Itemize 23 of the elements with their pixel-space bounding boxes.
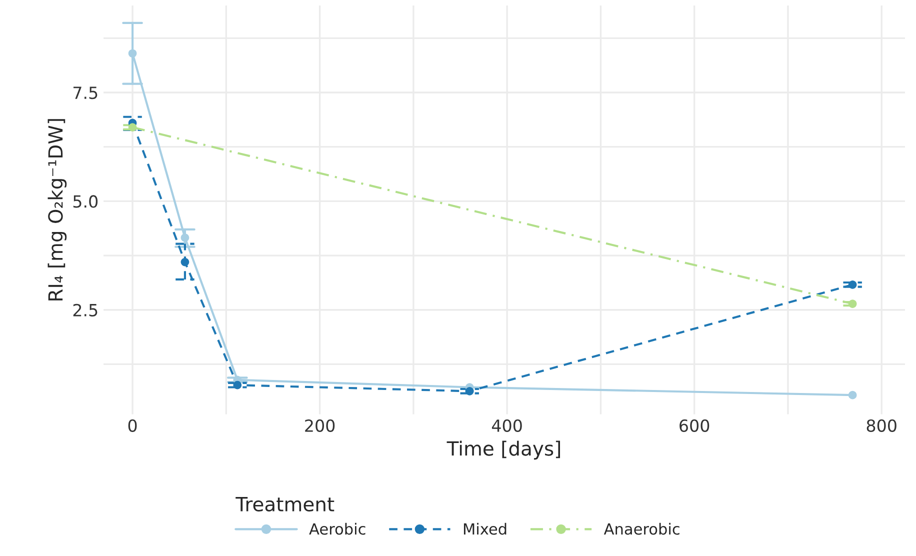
- legend-label: Mixed: [464, 522, 506, 535]
- x-tick-label: 800: [866, 419, 896, 432]
- point: [848, 390, 857, 400]
- point: [180, 234, 190, 242]
- legend-title: Treatment: [236, 497, 334, 512]
- point: [848, 300, 857, 308]
- y-axis-title: RI₄ [mg O₂kg⁻¹DW]: [48, 119, 67, 300]
- point: [848, 280, 857, 289]
- y-tick-label: 5.0: [73, 195, 98, 208]
- y-tick-label: 2.5: [73, 304, 98, 316]
- x-tick-label: 0: [128, 419, 137, 432]
- legend-label: Aerobic: [309, 522, 366, 535]
- point: [233, 380, 242, 390]
- x-tick-label: 600: [680, 419, 710, 432]
- point: [465, 387, 474, 396]
- point: [128, 49, 137, 58]
- legend-label: Anaerobic: [604, 522, 680, 535]
- point: [180, 258, 190, 266]
- point: [128, 123, 137, 132]
- x-axis-title: Time [days]: [446, 440, 560, 460]
- x-tick-label: 200: [305, 419, 335, 432]
- y-tick-label: 7.5: [74, 86, 98, 100]
- x-tick-label: 400: [492, 419, 522, 432]
